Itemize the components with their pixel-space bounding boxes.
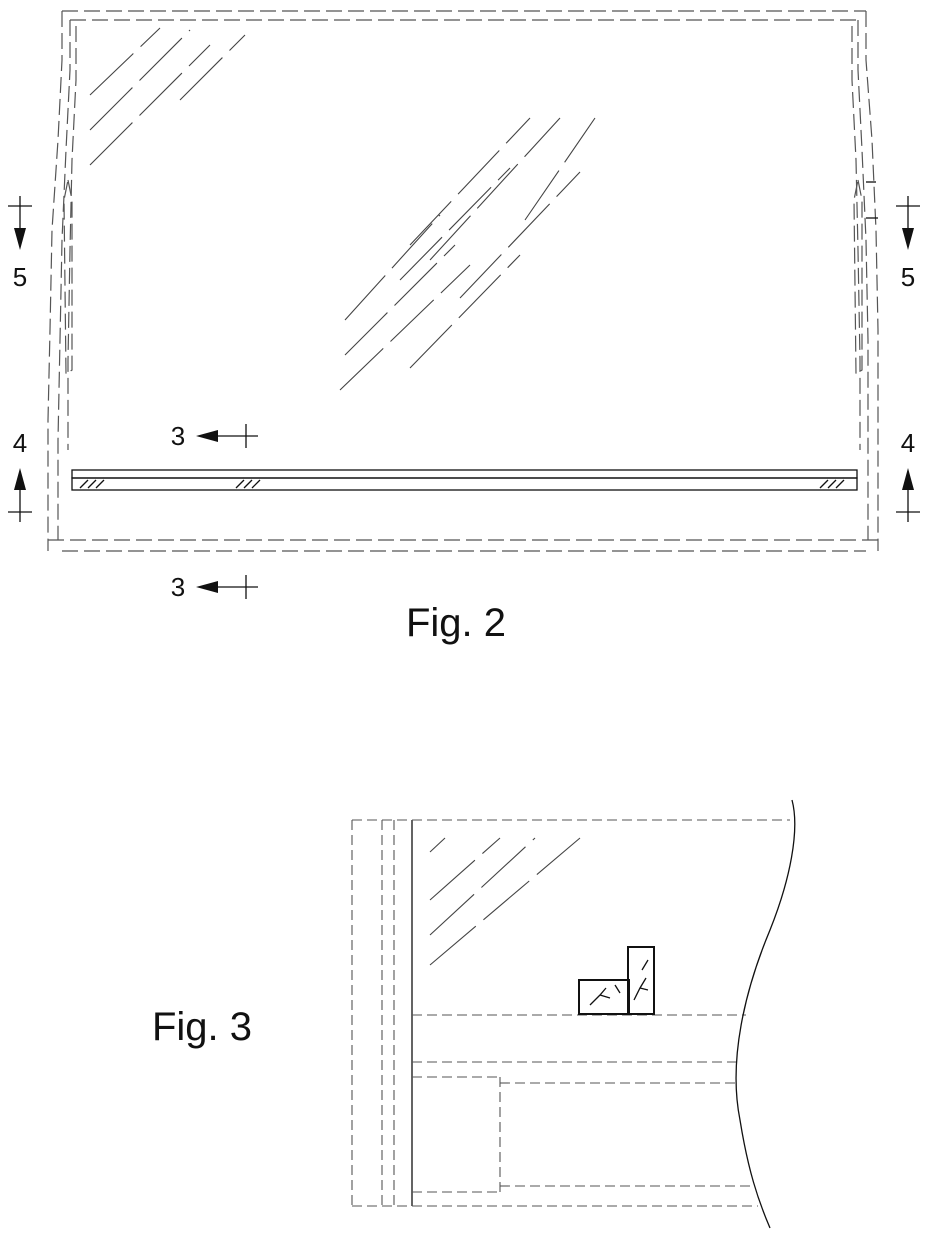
section-label-left-5: 5 [13, 262, 27, 292]
fig2-shelf [72, 470, 857, 490]
section-label-right-5: 5 [901, 262, 915, 292]
section-label-lower-3: 3 [171, 572, 185, 602]
figure-label-fig-2: Fig. 2 [406, 601, 506, 645]
fig3-support-blocks [579, 947, 654, 1014]
section-mark-right-5: 5 [896, 196, 920, 292]
figure-label-fig-3: Fig. 3 [152, 1005, 252, 1049]
section-label-right-4: 4 [901, 428, 915, 458]
section-mark-left-5: 5 [8, 196, 32, 292]
fig3-side-walls [352, 820, 412, 1206]
section-mark-upper-3: 3 [171, 421, 258, 451]
fig2-glass-hatching [90, 28, 595, 390]
section-label-upper-3: 3 [171, 421, 185, 451]
fig3-drawing: Fig. 3 [152, 800, 795, 1228]
section-label-left-4: 4 [13, 428, 27, 458]
fig3-break-line [736, 800, 795, 1228]
fig2-drawing: 5 5 4 4 3 3 [8, 11, 920, 645]
fig3-glass-hatching [430, 838, 580, 965]
section-mark-right-4: 4 [896, 428, 920, 522]
section-mark-lower-3: 3 [171, 572, 258, 602]
section-mark-left-4: 4 [8, 428, 32, 522]
